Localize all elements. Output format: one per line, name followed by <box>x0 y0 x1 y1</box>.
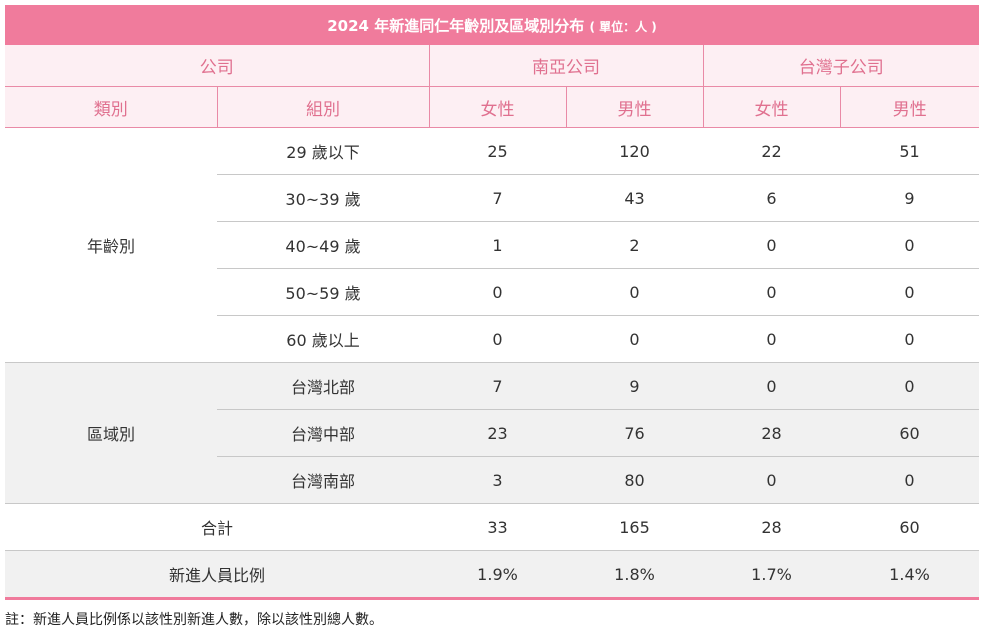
ratio-label: 新進人員比例 <box>5 550 429 600</box>
value-cell: 0 <box>429 268 566 316</box>
value-cell: 1 <box>429 221 566 269</box>
value-cell: 0 <box>703 315 840 363</box>
value-cell: 76 <box>566 409 703 457</box>
value-cell: 9 <box>566 362 703 410</box>
value-cell: 0 <box>840 268 979 316</box>
total-label: 合計 <box>5 503 429 551</box>
table-body: 年齡別 29 歲以下 25 120 22 51 30~39 歲 7 43 6 9… <box>5 128 979 600</box>
ratio-value: 1.8% <box>566 550 703 600</box>
value-cell: 0 <box>703 362 840 410</box>
value-cell: 0 <box>840 315 979 363</box>
age-group: 50~59 歲 <box>217 268 429 316</box>
value-cell: 22 <box>703 128 840 175</box>
value-cell: 9 <box>840 174 979 222</box>
value-cell: 3 <box>429 456 566 504</box>
value-cell: 0 <box>566 268 703 316</box>
new-hire-distribution-table: 2024 年新進同仁年齡別及區域別分布 ( 單位：人 ) 公司 南亞公司 台灣子… <box>5 5 980 128</box>
header-sub-female: 女性 <box>702 86 840 128</box>
value-cell: 120 <box>566 128 703 175</box>
age-group: 40~49 歲 <box>217 221 429 269</box>
value-cell: 0 <box>840 456 979 504</box>
age-group: 29 歲以下 <box>217 128 429 175</box>
total-value: 28 <box>703 503 840 551</box>
value-cell: 2 <box>566 221 703 269</box>
value-cell: 7 <box>429 174 566 222</box>
value-cell: 0 <box>566 315 703 363</box>
header-group: 組別 <box>216 86 429 128</box>
value-cell: 6 <box>703 174 840 222</box>
header-nanya-female: 女性 <box>428 86 566 128</box>
header-sub-male: 男性 <box>839 86 980 128</box>
region-group: 台灣北部 <box>217 362 429 410</box>
value-cell: 60 <box>840 409 979 457</box>
age-category: 年齡別 <box>5 128 217 363</box>
value-cell: 0 <box>840 362 979 410</box>
header-category: 類別 <box>5 86 217 128</box>
header-nanya: 南亞公司 <box>428 45 703 87</box>
unit-text: ( 單位：人 ) <box>589 19 657 34</box>
value-cell: 51 <box>840 128 979 175</box>
total-value: 165 <box>566 503 703 551</box>
header-nanya-male: 男性 <box>565 86 703 128</box>
value-cell: 43 <box>566 174 703 222</box>
region-group: 台灣南部 <box>217 456 429 504</box>
total-value: 60 <box>840 503 979 551</box>
value-cell: 25 <box>429 128 566 175</box>
value-cell: 7 <box>429 362 566 410</box>
value-cell: 0 <box>429 315 566 363</box>
value-cell: 0 <box>703 456 840 504</box>
value-cell: 80 <box>566 456 703 504</box>
age-group: 60 歲以上 <box>217 315 429 363</box>
footnote: 註：新進人員比例係以該性別新進人數，除以該性別總人數。 <box>5 612 383 628</box>
ratio-value: 1.4% <box>840 550 979 600</box>
total-value: 33 <box>429 503 566 551</box>
title-text: 2024 年新進同仁年齡別及區域別分布 <box>327 16 585 35</box>
value-cell: 23 <box>429 409 566 457</box>
value-cell: 0 <box>703 221 840 269</box>
value-cell: 28 <box>703 409 840 457</box>
ratio-value: 1.9% <box>429 550 566 600</box>
employee-distribution-table-container: 2024 年新進同仁年齡別及區域別分布 ( 單位：人 ) 公司 南亞公司 台灣子… <box>5 5 980 600</box>
header-company: 公司 <box>5 45 429 87</box>
region-category: 區域別 <box>5 362 217 504</box>
value-cell: 0 <box>703 268 840 316</box>
region-group: 台灣中部 <box>217 409 429 457</box>
value-cell: 0 <box>840 221 979 269</box>
table-title: 2024 年新進同仁年齡別及區域別分布 ( 單位：人 ) <box>5 5 980 45</box>
header-taiwan-subsidiary: 台灣子公司 <box>702 45 980 87</box>
age-group: 30~39 歲 <box>217 174 429 222</box>
ratio-value: 1.7% <box>703 550 840 600</box>
